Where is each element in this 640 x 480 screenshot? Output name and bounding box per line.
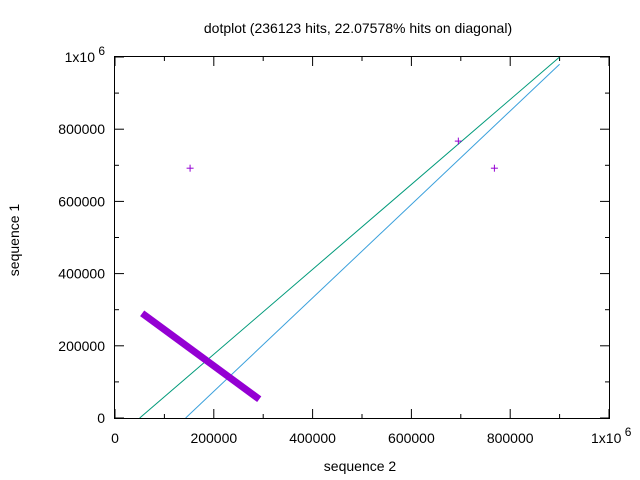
y-axis-label: sequence 1 [6, 204, 22, 277]
x-tick-label: 400000 [289, 430, 336, 446]
y-tick-label: 0 [97, 410, 105, 426]
reverse-hit-band [140, 310, 262, 403]
hit-point-marker [454, 137, 462, 145]
x-tick-label: 0 [111, 430, 119, 446]
x-tick-label: 200000 [190, 430, 237, 446]
x-axis-label: sequence 2 [324, 458, 397, 474]
y-tick-label: 200000 [58, 338, 105, 354]
hit-point-marker [490, 164, 498, 172]
chart-title: dotplot (236123 hits, 22.07578% hits on … [204, 20, 512, 36]
x-tick-label: 800000 [487, 430, 534, 446]
y-tick-label: 1x10 6 [65, 44, 106, 65]
y-tick-label: 600000 [58, 193, 105, 209]
diagonal-hit-line-1 [139, 56, 560, 419]
hit-point-marker [186, 164, 194, 172]
y-tick-label: 800000 [58, 121, 105, 137]
y-tick-label: 400000 [58, 266, 105, 282]
plot-frame [114, 56, 610, 419]
tick-labels: 0 200000 400000 600000 800000 1x10 6 0 200000 40… [58, 44, 631, 446]
plot-data [139, 56, 560, 419]
diagonal-hit-line-2 [185, 63, 560, 419]
x-tick-label: 600000 [388, 430, 435, 446]
x-tick-label: 1x10 6 [591, 425, 632, 446]
